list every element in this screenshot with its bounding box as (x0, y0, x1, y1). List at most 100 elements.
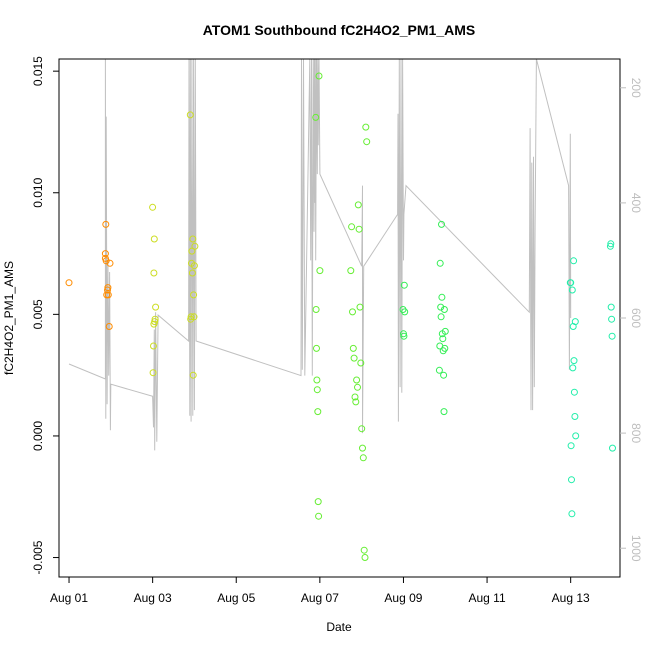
data-point (438, 293, 446, 301)
data-point (353, 376, 361, 384)
data-point (312, 113, 320, 121)
y2-tick-label: 400 (629, 193, 643, 213)
data-point (441, 344, 449, 352)
data-point (151, 315, 159, 323)
data-point (570, 357, 578, 365)
data-point (606, 242, 614, 250)
data-point (436, 259, 444, 267)
data-point (572, 432, 580, 440)
x-tick-label: Aug 09 (384, 591, 422, 605)
y2-tick-label: 1000 (629, 535, 643, 562)
data-point (359, 444, 366, 452)
data-point (607, 303, 615, 311)
data-point (571, 318, 579, 326)
data-point (190, 262, 198, 270)
data-point (348, 223, 356, 231)
y-tick-label: 0.000 (31, 421, 45, 451)
x-tick-label: Aug 05 (217, 591, 255, 605)
data-point (101, 250, 109, 258)
data-point (313, 376, 321, 384)
x-tick-label: Aug 13 (552, 591, 590, 605)
data-point (151, 318, 159, 326)
data-point (188, 269, 196, 277)
data-point (571, 413, 579, 420)
data-point (149, 203, 157, 211)
y-tick-label: 0.015 (31, 56, 45, 86)
data-point (315, 512, 323, 520)
data-point (150, 269, 158, 277)
data-point (568, 286, 576, 294)
data-point (441, 327, 449, 335)
data-point (568, 476, 575, 484)
data-point (439, 335, 447, 343)
data-point (569, 364, 577, 372)
data-point (150, 342, 157, 350)
data-point (149, 369, 157, 377)
data-point (187, 313, 195, 321)
data-point (400, 281, 408, 289)
data-point (186, 111, 194, 119)
data-point (568, 510, 576, 518)
data-points (65, 72, 616, 561)
data-point (363, 138, 371, 146)
x-axis-label: Date (326, 620, 352, 634)
data-point (354, 383, 361, 391)
data-point (349, 344, 357, 352)
data-point (567, 442, 575, 450)
data-point (358, 425, 366, 433)
data-point (152, 303, 160, 311)
y-axis: -0.005 0.000 0.005 0.010 0.015 (31, 56, 59, 575)
data-point (349, 308, 356, 316)
data-point (400, 332, 408, 340)
data-point (608, 332, 616, 340)
data-point (357, 359, 365, 367)
y-tick-label: 0.010 (31, 177, 45, 207)
data-point (400, 330, 407, 338)
data-point (350, 354, 358, 362)
x-tick-label: Aug 01 (50, 591, 88, 605)
data-point (312, 306, 320, 313)
data-point (567, 279, 575, 287)
data-point (102, 220, 110, 228)
data-point (440, 306, 448, 313)
y2-tick-label: 600 (629, 308, 643, 328)
data-point (608, 315, 616, 323)
data-point (104, 284, 112, 292)
data-point (189, 235, 197, 243)
x-tick-label: Aug 03 (134, 591, 172, 605)
data-point (105, 323, 113, 330)
data-point (359, 454, 367, 462)
data-point (104, 286, 111, 294)
data-point (440, 408, 448, 416)
data-point (354, 201, 362, 209)
data-point (190, 291, 198, 299)
data-point (65, 279, 73, 287)
data-point (362, 123, 370, 131)
x-tick-label: Aug 11 (468, 591, 505, 605)
right-axis: 200 400 600 800 1000 (620, 78, 643, 562)
data-point (314, 408, 322, 416)
data-point (190, 313, 198, 321)
data-point (437, 313, 445, 321)
data-point (191, 242, 199, 250)
data-point (351, 393, 359, 401)
data-point (361, 554, 369, 561)
data-point (313, 344, 320, 352)
data-point (438, 220, 445, 228)
data-point (106, 259, 114, 267)
x-axis: Aug 01 Aug 03 Aug 05 Aug 07 Aug 09 Aug 11 Aug … (50, 577, 590, 605)
data-point (314, 498, 322, 506)
data-point (104, 291, 112, 299)
x-tick-label: Aug 07 (301, 591, 339, 605)
data-point (609, 444, 616, 452)
data-point (570, 257, 578, 265)
data-point (440, 371, 448, 379)
data-point (607, 240, 615, 248)
data-point (570, 388, 578, 396)
data-point (356, 303, 364, 311)
data-point (315, 72, 323, 80)
data-point (316, 267, 324, 275)
data-point (313, 386, 321, 394)
data-point (437, 303, 445, 311)
